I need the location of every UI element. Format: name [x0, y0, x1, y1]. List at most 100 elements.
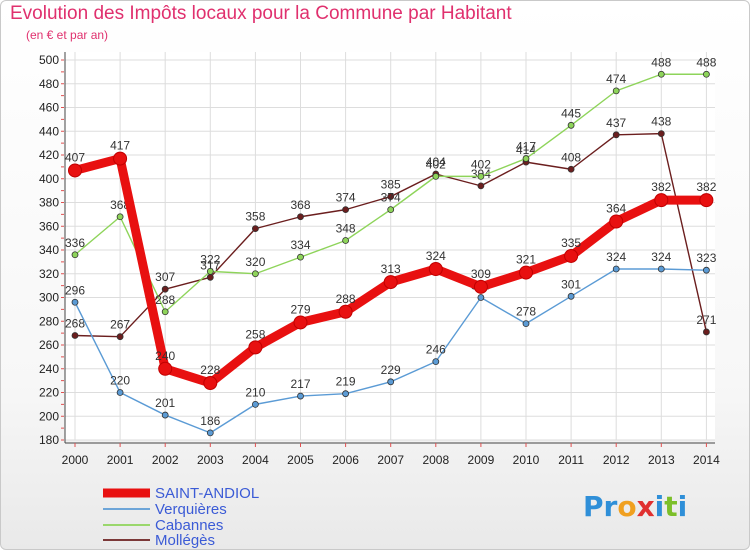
series-point	[387, 193, 395, 200]
series-point	[113, 151, 128, 166]
series-point	[657, 70, 665, 78]
data-label: 279	[290, 302, 310, 316]
logo-letter: i	[677, 490, 688, 523]
data-label: 438	[651, 115, 671, 129]
data-label: 335	[561, 236, 581, 250]
series-point	[477, 294, 485, 301]
y-tick-label: 240	[39, 362, 59, 376]
data-label: 317	[200, 258, 220, 272]
data-label: 220	[110, 374, 130, 388]
data-label: 374	[336, 191, 356, 205]
data-label: 321	[516, 253, 536, 267]
data-label: 320	[245, 255, 265, 269]
series-point	[703, 328, 710, 336]
series-point	[251, 225, 259, 233]
series-point	[293, 315, 308, 330]
data-label: 288	[336, 292, 356, 306]
x-tick-label: 2002	[152, 453, 179, 467]
data-label: 322	[200, 252, 220, 266]
data-label: 402	[471, 157, 491, 171]
x-tick-label: 2005	[287, 453, 314, 467]
data-label: 258	[245, 327, 265, 341]
series-point	[342, 237, 350, 244]
x-tick-label: 2012	[603, 453, 630, 467]
legend-label: Verquières	[155, 501, 227, 518]
series-point	[161, 308, 169, 316]
series-point	[473, 279, 488, 294]
legend-label: Mollégès	[155, 532, 215, 549]
x-tick-label: 2010	[513, 453, 540, 467]
series-point	[477, 172, 485, 180]
series-point	[206, 273, 214, 281]
y-tick-label: 200	[39, 409, 59, 423]
y-tick-label: 260	[39, 338, 59, 352]
data-label: 201	[155, 396, 175, 410]
series-point	[206, 267, 214, 275]
series-point	[297, 213, 304, 221]
data-label: 334	[290, 238, 310, 252]
data-label: 382	[651, 180, 671, 194]
data-label: 414	[516, 143, 536, 157]
y-tick-label: 360	[39, 219, 59, 233]
x-tick-label: 2001	[107, 453, 134, 467]
data-label: 278	[516, 305, 536, 319]
x-tick-label: 2009	[468, 453, 495, 467]
series-point	[387, 378, 395, 386]
series-point	[703, 266, 710, 274]
series-point	[432, 172, 440, 180]
data-label: 324	[606, 250, 626, 264]
data-label: 374	[381, 191, 401, 205]
x-tick-label: 2004	[242, 453, 269, 467]
data-label: 364	[606, 202, 626, 216]
data-label: 408	[561, 150, 581, 164]
chart-subtitle: (en € et par an)	[26, 28, 109, 42]
data-label: 217	[290, 377, 310, 391]
data-label: 313	[381, 262, 401, 276]
data-label: 267	[110, 318, 130, 332]
y-tick-label: 440	[39, 124, 59, 138]
data-label: 358	[245, 210, 265, 224]
data-label: 246	[426, 343, 446, 357]
data-label: 488	[696, 55, 716, 69]
data-label: 488	[651, 55, 671, 69]
x-tick-label: 2006	[332, 453, 359, 467]
data-label: 404	[426, 155, 446, 169]
series-point	[703, 70, 710, 78]
data-label: 407	[65, 150, 85, 164]
x-tick-label: 2013	[648, 453, 675, 467]
data-label: 402	[426, 157, 446, 171]
y-tick-label: 280	[39, 314, 59, 328]
series-point	[564, 248, 579, 263]
data-label: 324	[426, 249, 446, 263]
series-point	[477, 182, 485, 190]
series-point	[116, 213, 124, 221]
series-point	[161, 411, 169, 419]
y-tick-label: 180	[39, 433, 59, 447]
series-point	[68, 163, 82, 178]
series-point	[71, 332, 79, 339]
series-point	[248, 340, 263, 355]
data-label: 301	[561, 277, 581, 291]
data-label: 336	[65, 236, 85, 250]
legend-label: Cabannes	[155, 517, 223, 534]
logo-letter: o	[617, 490, 637, 523]
data-label: 445	[561, 106, 581, 120]
data-label: 288	[155, 293, 175, 307]
series-point	[251, 400, 259, 408]
series-point	[71, 251, 79, 259]
data-label: 368	[290, 198, 310, 212]
series-point	[657, 265, 665, 273]
y-tick-label: 380	[39, 196, 59, 210]
data-label: 348	[336, 222, 356, 236]
data-label: 309	[471, 267, 491, 281]
legend-label: SAINT-ANDIOL	[155, 485, 259, 502]
series-point	[567, 292, 575, 300]
series-point	[116, 389, 124, 396]
series-point	[342, 390, 350, 398]
series-point	[203, 376, 218, 390]
logo-letter: i	[654, 490, 665, 523]
y-tick-label: 400	[39, 172, 59, 186]
y-tick-label: 480	[39, 77, 59, 91]
x-tick-label: 2008	[422, 453, 449, 467]
